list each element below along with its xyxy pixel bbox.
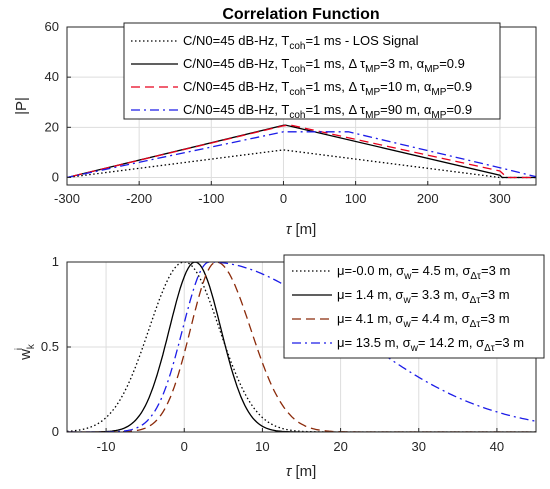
top-y-tick-label: 0 [52, 169, 59, 184]
top-ticks: -300 -200 -100 0 100 200 300 0 20 40 60 [45, 19, 511, 206]
top-legend-label-4: C/N0=45 dB-Hz, Tcoh=1 ms, Δ τMP=90 m, αM… [183, 102, 472, 121]
bottom-x-axis-label: τ [m] [286, 463, 317, 480]
top-series-line-3 [67, 124, 536, 179]
top-y-tick-label: 60 [45, 19, 59, 34]
bottom-x-tick-label: 30 [412, 439, 426, 454]
top-legend: C/N0=45 dB-Hz, Tcoh=1 ms - LOS Signal C/N… [123, 22, 501, 121]
top-legend-box [123, 22, 501, 120]
top-legend-label-3: C/N0=45 dB-Hz, Tcoh=1 ms, Δ τMP=10 m, αM… [183, 79, 472, 98]
bottom-legend: μ=-0.0 m, σw= 4.5 m, σΔτ=3 m μ= 1.4 m, σw… [283, 254, 545, 359]
bottom-y-tick-label: 0.5 [41, 339, 59, 354]
top-x-tick-label: 200 [417, 191, 439, 206]
bottom-legend-label-3: μ= 4.1 m, σw= 4.4 m, σΔτ=3 m [337, 311, 510, 330]
top-x-tick-label: -200 [126, 191, 152, 206]
bottom-x-tick-label: 0 [181, 439, 188, 454]
top-y-tick-label: 20 [45, 119, 59, 134]
top-chart-title: Correlation Function [222, 6, 379, 23]
bottom-x-tick-label: 40 [490, 439, 504, 454]
top-x-tick-label: 100 [345, 191, 367, 206]
bottom-legend-label-4: μ= 13.5 m, σw= 14.2 m, σΔτ=3 m [337, 335, 524, 354]
bottom-y-axis-label: wki [14, 343, 37, 361]
correlation-function-chart: -300 -200 -100 0 100 200 300 0 20 40 60 Correlatio… [13, 6, 537, 238]
top-y-axis-label: |P| [13, 97, 30, 115]
top-x-tick-label: -300 [54, 191, 80, 206]
bottom-y-tick-label: 0 [52, 424, 59, 439]
top-series-line-2 [67, 124, 536, 179]
top-legend-label-2: C/N0=45 dB-Hz, Tcoh=1 ms, Δ τMP=3 m, αMP… [183, 56, 465, 75]
top-legend-label-1: C/N0=45 dB-Hz, Tcoh=1 ms - LOS Signal [183, 33, 419, 52]
bottom-y-tick-label: 1 [52, 254, 59, 269]
top-y-tick-label: 40 [45, 69, 59, 84]
top-x-tick-label: 0 [280, 191, 287, 206]
top-series-lines [67, 124, 536, 179]
bottom-legend-box [283, 254, 545, 359]
bottom-legend-label-1: μ=-0.0 m, σw= 4.5 m, σΔτ=3 m [337, 263, 510, 282]
top-x-tick-label: -100 [198, 191, 224, 206]
bottom-x-tick-label: -10 [97, 439, 116, 454]
bottom-series-line-3 [67, 262, 536, 432]
top-x-tick-label: 300 [489, 191, 511, 206]
bottom-ticks: -10 0 10 20 30 40 0 0.5 1 [41, 254, 504, 454]
weight-distribution-chart: -10 0 10 20 30 40 0 0.5 1 wki τ [m] μ=-0.0 m, σw… [14, 254, 545, 480]
bottom-x-tick-label: 20 [333, 439, 347, 454]
bottom-legend-label-2: μ= 1.4 m, σw= 3.3 m, σΔτ=3 m [337, 287, 510, 306]
bottom-x-tick-label: 10 [255, 439, 269, 454]
top-x-axis-label: τ [m] [286, 221, 317, 238]
top-series-line-1 [67, 149, 536, 179]
bottom-series-line-2 [67, 262, 536, 432]
top-series-line-4 [67, 131, 536, 179]
